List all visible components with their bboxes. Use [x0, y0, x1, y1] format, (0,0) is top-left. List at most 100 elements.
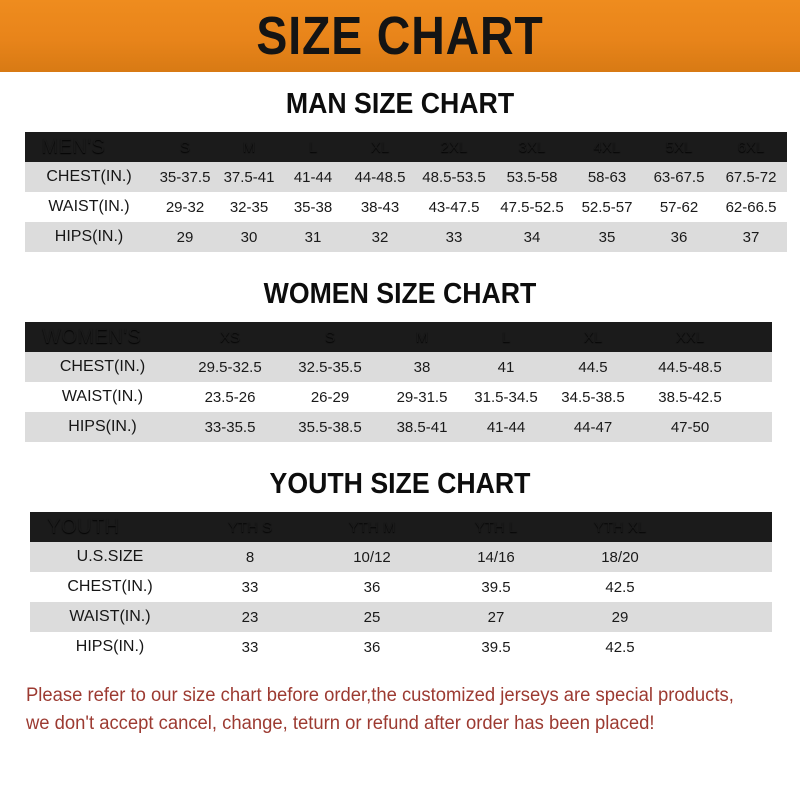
measurement-cell: 34 [523, 228, 541, 246]
column-header-yth-xl: YTH XL [593, 518, 647, 536]
column-header-5xl: 5XL [665, 138, 693, 156]
measurement-cell: 42.5 [605, 638, 635, 656]
row-label: WAIST(IN.) [48, 198, 130, 215]
measurement-cell: 26-29 [310, 388, 350, 406]
measurement-cell: 27 [487, 608, 505, 626]
row-label: WAIST(IN.) [61, 388, 144, 405]
row-label: HIPS(IN.) [68, 418, 137, 435]
measurement-cell: 52.5-57 [581, 198, 633, 216]
measurement-cell: 36 [363, 578, 381, 596]
row-filler-cell [742, 382, 772, 412]
measurement-cell: 53.5-58 [506, 168, 558, 186]
youth-table-body: YOUTH YTH S YTH M YTH L YTH XL U.S.SIZE 8 10/12… [30, 512, 772, 662]
measurement-cell: 33-35.5 [204, 418, 256, 436]
measurement-cell: 32 [371, 228, 389, 246]
column-header-yth-s: YTH S [227, 518, 273, 536]
measurement-cell: 67.5-72 [725, 168, 777, 186]
row-label: WAIST(IN.) [69, 608, 151, 625]
measurement-cell: 44.5 [578, 358, 608, 376]
measurement-cell: 10/12 [353, 548, 391, 566]
table-row: WAIST(IN.) 29-32 32-35 35-38 38-43 43-47.5 47.… [25, 192, 787, 222]
measurement-cell: 47-50 [670, 418, 710, 436]
measurement-cell: 29-32 [165, 198, 205, 216]
measurement-cell: 37.5-41 [223, 168, 275, 186]
measurement-cell: 44-47 [573, 418, 613, 436]
women-size-chart-section: WOMEN SIZE CHART WOMEN'S XS S M L XL XXL CHEST(… [0, 278, 800, 442]
measurement-cell: 29 [176, 228, 194, 246]
measurement-cell: 41 [497, 358, 515, 376]
table-row: WAIST(IN.) 23.5-26 26-29 29-31.5 31.5-34.5 34… [25, 382, 772, 412]
table-row: CHEST(IN.) 35-37.5 37.5-41 41-44 44-48.5 48.5… [25, 162, 787, 192]
measurement-cell: 39.5 [481, 578, 511, 596]
measurement-cell: 35 [598, 228, 616, 246]
table-row: HIPS(IN.) 29 30 31 32 33 34 35 36 37 [25, 222, 787, 252]
column-header-4xl: 4XL [593, 138, 621, 156]
column-header-xl: XL [370, 138, 390, 156]
man-table-body: MEN'S S M L XL 2XL 3XL 4XL 5XL 6XL CHEST(IN.) 35-37… [25, 132, 787, 252]
measurement-cell: 36 [670, 228, 688, 246]
measurement-cell: 18/20 [601, 548, 639, 566]
row-filler-cell [742, 352, 772, 382]
measurement-cell: 29.5-32.5 [198, 358, 262, 376]
row-label: HIPS(IN.) [75, 638, 145, 655]
measurement-cell: 31 [304, 228, 322, 246]
table-row: WAIST(IN.) 23 25 27 29 [30, 602, 772, 632]
table-row: CHEST(IN.) 33 36 39.5 42.5 [30, 572, 772, 602]
row-filler-cell [682, 542, 772, 572]
row-label: CHEST(IN.) [46, 168, 132, 185]
measurement-cell: 23.5-26 [204, 388, 256, 406]
row-label: CHEST(IN.) [67, 578, 153, 595]
measurement-cell: 23 [241, 608, 259, 626]
table-corner-label: WOMEN'S [42, 325, 142, 348]
measurement-cell: 38-43 [360, 198, 400, 216]
column-header-yth-m: YTH M [348, 518, 396, 536]
row-filler-cell [682, 632, 772, 662]
row-label: HIPS(IN.) [54, 228, 124, 245]
row-label: CHEST(IN.) [59, 358, 146, 375]
measurement-cell: 57-62 [659, 198, 699, 216]
measurement-cell: 33 [241, 638, 259, 656]
women-section-title: WOMEN SIZE CHART [263, 278, 537, 310]
measurement-cell: 58-63 [587, 168, 627, 186]
column-header-s: S [324, 328, 335, 346]
measurement-cell: 36 [363, 638, 381, 656]
measurement-cell: 30 [240, 228, 258, 246]
page-header-banner: SIZE CHART [0, 0, 800, 72]
column-header-6xl: 6XL [737, 138, 765, 156]
measurement-cell: 63-67.5 [653, 168, 705, 186]
column-header-xxl: XXL [675, 328, 705, 346]
measurement-cell: 44-48.5 [354, 168, 406, 186]
measurement-cell: 33 [445, 228, 463, 246]
measurement-cell: 31.5-34.5 [474, 388, 538, 406]
footer-line-2: we don't accept cancel, change, teturn o… [26, 712, 655, 734]
man-section-title: MAN SIZE CHART [285, 88, 515, 120]
measurement-cell: 34.5-38.5 [561, 388, 625, 406]
measurement-cell: 37 [742, 228, 760, 246]
measurement-cell: 35-37.5 [159, 168, 211, 186]
measurement-cell: 38 [413, 358, 431, 376]
measurement-cell: 35.5-38.5 [298, 418, 362, 436]
youth-section-title: YOUTH SIZE CHART [269, 468, 531, 500]
row-filler-cell [682, 572, 772, 602]
measurement-cell: 35-38 [293, 198, 333, 216]
man-size-table: MEN'S S M L XL 2XL 3XL 4XL 5XL 6XL CHEST(IN.) 35-37… [25, 132, 787, 252]
column-header-xs: XS [219, 328, 240, 346]
table-row: U.S.SIZE 8 10/12 14/16 18/20 [30, 542, 772, 572]
table-corner-label: MEN'S [41, 135, 106, 158]
youth-size-chart-section: YOUTH SIZE CHART YOUTH YTH S YTH M YTH L YTH… [0, 468, 800, 662]
measurement-cell: 41-44 [486, 418, 526, 436]
header-filler-cell [682, 512, 772, 542]
measurement-cell: 47.5-52.5 [500, 198, 564, 216]
table-corner-label: YOUTH [47, 515, 120, 538]
column-header-l: L [308, 138, 318, 156]
footer-disclaimer: Please refer to our size chart before or… [26, 682, 752, 737]
women-size-table: WOMEN'S XS S M L XL XXL CHEST(IN.) 29.5-32.5 32.5… [25, 322, 772, 442]
measurement-cell: 33 [241, 578, 259, 596]
column-header-xl: XL [583, 328, 603, 346]
measurement-cell: 32-35 [229, 198, 269, 216]
measurement-cell: 42.5 [605, 578, 635, 596]
table-row: HIPS(IN.) 33-35.5 35.5-38.5 38.5-41 41-44 44-… [25, 412, 772, 442]
row-label: U.S.SIZE [76, 548, 144, 565]
page-title: SIZE CHART [256, 6, 544, 66]
measurement-cell: 44.5-48.5 [658, 358, 722, 376]
